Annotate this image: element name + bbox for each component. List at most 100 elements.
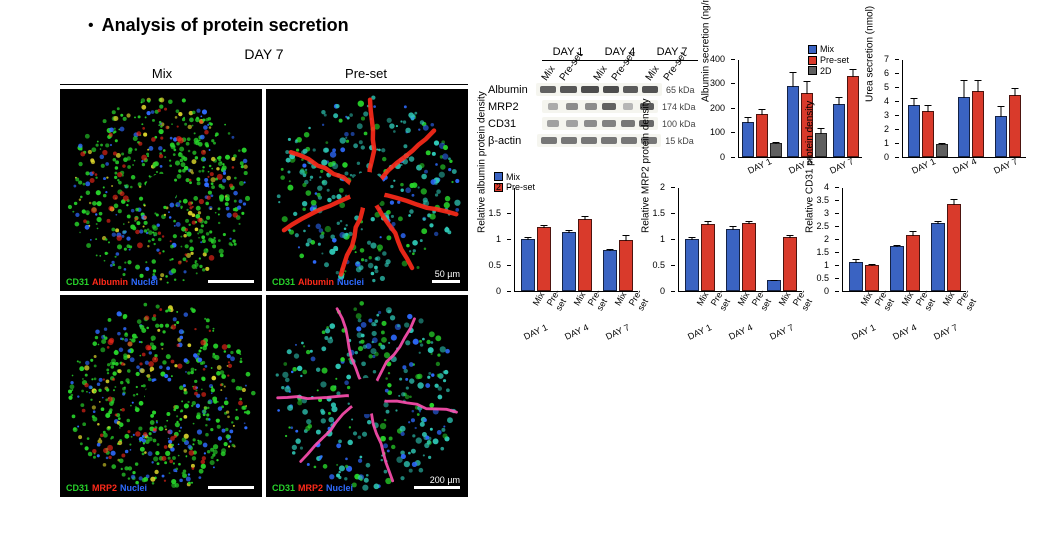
top-quant-row: DAY 1DAY 4DAY 7 MixPre-setMixPre-setMixP…	[488, 46, 1026, 158]
bar	[726, 229, 740, 290]
bar	[521, 239, 535, 291]
scale-bar	[414, 486, 460, 489]
blot-band	[642, 86, 658, 93]
micrograph: 50 µmCD31AlbuminNuclei	[266, 89, 468, 291]
x-label: DAY 1	[850, 322, 877, 342]
bar	[619, 240, 633, 291]
bar	[603, 250, 617, 291]
error-bar	[871, 264, 872, 265]
blot-band	[601, 137, 617, 144]
error-bar	[747, 117, 748, 123]
western-blot: DAY 1DAY 4DAY 7 MixPre-setMixPre-setMixP…	[488, 46, 698, 151]
blot-row: MRP2174 kDa	[488, 100, 698, 113]
plot-area: 00.511.52MixPre-setMixPre-setMixPre-setD…	[514, 188, 638, 292]
urea-secretion-chart: Urea secretion (nmol)01234567DAY 1DAY 4D…	[876, 46, 1026, 158]
plot-area: 00.511.522.533.54MixPre-setMixPre-setMix…	[842, 188, 966, 292]
plot-area: 00.511.52MixPre-setMixPre-setMixPre-setD…	[678, 188, 802, 292]
bottom-quant-row: Relative albumin protein densityMixPre-s…	[488, 174, 1026, 292]
blot-band	[560, 86, 577, 93]
error-bar	[978, 80, 979, 93]
plot-area: 0100200300400DAY 1DAY 4DAY 7	[738, 60, 862, 158]
bar	[783, 237, 797, 290]
blot-band	[566, 120, 578, 127]
error-bar	[928, 105, 929, 112]
error-bar	[914, 98, 915, 106]
error-bar	[584, 216, 585, 220]
blot-protein-label: β-actin	[488, 135, 537, 147]
channel-legend: CD31AlbuminNuclei	[272, 277, 364, 287]
bar	[1009, 95, 1021, 156]
bar-group	[890, 235, 920, 291]
blot-row: Albumin65 kDa	[488, 83, 698, 96]
day-label: DAY 7	[60, 46, 468, 62]
bar	[931, 223, 945, 290]
micrograph-grid: CD31AlbuminNuclei50 µmCD31AlbuminNucleiC…	[60, 89, 468, 497]
channel-legend: CD31AlbuminNuclei	[66, 277, 158, 287]
microscopy-panel: DAY 7 Mix Pre-set CD31AlbuminNuclei50 µm…	[60, 46, 468, 497]
bar	[972, 91, 984, 156]
relative-mrp2-chart: Relative MRP2 protein density00.511.52Mi…	[652, 174, 802, 292]
albumin-secretion-chart: Albumin secretion (ng/mL)MixPre-set2D010…	[712, 46, 862, 158]
bar-group	[931, 204, 961, 290]
bar-group	[995, 95, 1021, 156]
scale-bar	[208, 486, 254, 489]
x-label: DAY 1	[686, 322, 713, 342]
bullet-icon: •	[88, 17, 94, 35]
micrograph: 200 µm CD31MRP2Nuclei	[266, 295, 468, 497]
error-bar	[748, 221, 749, 224]
error-bar	[609, 249, 610, 251]
bar-group	[521, 227, 551, 290]
x-label: DAY 4	[727, 322, 754, 342]
blot-lanes	[536, 83, 662, 96]
error-bar	[1014, 88, 1015, 96]
x-label: DAY 4	[563, 322, 590, 342]
blot-band	[561, 137, 577, 144]
col-header-preset: Pre-set	[264, 64, 468, 84]
blot-band	[581, 137, 597, 144]
bar-group	[562, 219, 592, 291]
scale-label: 200 µm	[430, 475, 460, 485]
bar	[890, 246, 904, 291]
error-bar	[761, 109, 762, 115]
bar	[770, 143, 782, 156]
bar	[685, 239, 699, 291]
blot-kda: 174 kDa	[658, 102, 698, 112]
error-bar	[912, 231, 913, 235]
error-bar	[807, 81, 808, 94]
section-heading: • Analysis of protein secretion	[88, 15, 1026, 36]
relative-cd31-chart: Relative CD31 protein density00.511.522.…	[816, 174, 966, 292]
x-sub-labels: MixPre-setMixPre-setMixPre-set	[679, 291, 802, 313]
channel-legend: CD31MRP2Nuclei	[272, 483, 353, 493]
channel-legend: CD31MRP2Nuclei	[66, 483, 147, 493]
bar	[742, 122, 754, 156]
micrograph-column-headers: Mix Pre-set	[60, 64, 468, 85]
blot-row: CD31100 kDa	[488, 117, 698, 130]
blot-band	[581, 86, 599, 93]
x-label: DAY 1	[910, 156, 937, 176]
x-label: DAY 7	[992, 156, 1019, 176]
blot-protein-label: Albumin	[488, 84, 536, 96]
bar	[936, 144, 948, 157]
x-label: DAY 1	[522, 322, 549, 342]
blot-kda: 15 kDa	[661, 136, 698, 146]
scale-bar	[208, 280, 254, 283]
x-axis-labels: DAY 1DAY 4DAY 7	[515, 327, 638, 337]
error-bar	[775, 142, 776, 144]
error-bar	[625, 235, 626, 240]
blot-row: β-actin 15 kDa	[488, 134, 698, 147]
micrograph: CD31MRP2Nuclei	[60, 295, 262, 497]
blot-band	[566, 103, 578, 110]
error-bar	[1000, 106, 1001, 117]
blot-protein-label: CD31	[488, 118, 542, 130]
bar-group	[685, 224, 715, 291]
error-bar	[953, 199, 954, 205]
x-label: DAY 4	[891, 322, 918, 342]
bar	[906, 235, 920, 291]
bar-group	[833, 76, 859, 156]
bar	[865, 265, 879, 291]
bar	[922, 111, 934, 157]
bar	[847, 76, 859, 156]
legend-swatch	[494, 172, 503, 181]
error-bar	[821, 128, 822, 134]
y-axis-label: Relative CD31 protein density	[805, 100, 816, 232]
